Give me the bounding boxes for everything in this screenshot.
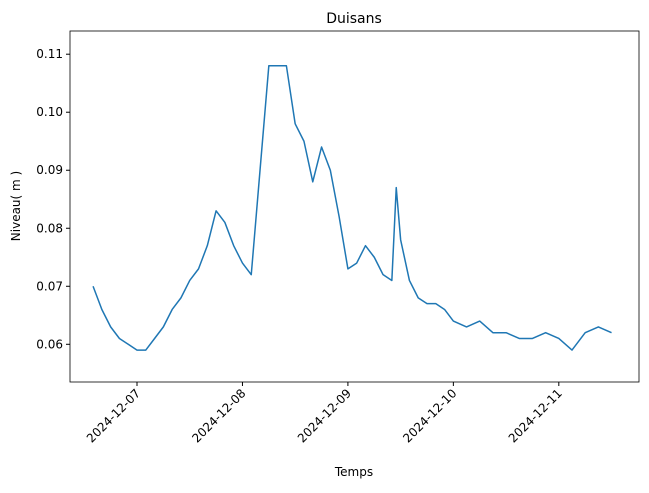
y-tick-label: 0.08: [36, 221, 63, 235]
y-tick-label: 0.09: [36, 163, 63, 177]
chart-title: Duisans: [326, 11, 382, 27]
plot-frame: [69, 30, 640, 383]
x-tick-label: 2024-12-08: [189, 386, 248, 445]
y-tick-label: 0.06: [36, 337, 63, 351]
data-line: [92, 65, 612, 351]
y-tick-label: 0.11: [36, 47, 63, 61]
y-tick-label: 0.07: [36, 279, 63, 293]
x-tick-label: 2024-12-09: [295, 386, 354, 445]
y-tick-label: 0.10: [36, 105, 63, 119]
x-tick-label: 2024-12-11: [506, 386, 565, 445]
x-tick-label: 2024-12-10: [400, 386, 459, 445]
y-axis-label: Niveau( m ): [9, 171, 23, 241]
x-axis-label: Temps: [334, 465, 373, 479]
x-tick-label: 2024-12-07: [84, 386, 143, 445]
